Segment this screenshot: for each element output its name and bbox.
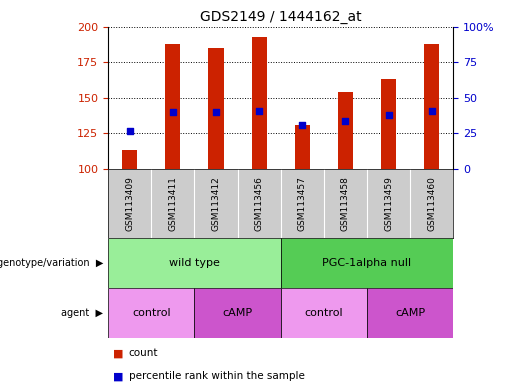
Bar	[108, 238, 281, 288]
Text: GSM113458: GSM113458	[341, 176, 350, 231]
Title: GDS2149 / 1444162_at: GDS2149 / 1444162_at	[200, 10, 362, 25]
Bar	[424, 44, 439, 169]
Text: control: control	[304, 308, 343, 318]
Text: GSM113456: GSM113456	[254, 176, 264, 231]
Text: control: control	[132, 308, 170, 318]
Bar	[108, 288, 194, 338]
Text: count: count	[129, 348, 158, 358]
Bar	[194, 288, 281, 338]
Text: GSM113411: GSM113411	[168, 176, 177, 231]
Bar	[209, 48, 224, 169]
Bar	[338, 92, 353, 169]
Text: percentile rank within the sample: percentile rank within the sample	[129, 371, 305, 381]
Text: wild type: wild type	[169, 258, 220, 268]
Point	[126, 127, 134, 134]
Text: GSM113457: GSM113457	[298, 176, 307, 231]
Text: genotype/variation  ▶: genotype/variation ▶	[0, 258, 103, 268]
Point	[427, 108, 436, 114]
Bar	[122, 151, 138, 169]
Bar	[165, 44, 180, 169]
Bar	[381, 79, 396, 169]
Point	[384, 112, 392, 118]
Bar	[367, 288, 453, 338]
Point	[169, 109, 177, 115]
Text: ■: ■	[113, 371, 124, 381]
Point	[341, 118, 350, 124]
Bar	[295, 125, 310, 169]
Text: GSM113460: GSM113460	[427, 176, 436, 231]
Text: cAMP: cAMP	[222, 308, 252, 318]
Text: PGC-1alpha null: PGC-1alpha null	[322, 258, 411, 268]
Bar	[281, 288, 367, 338]
Point	[298, 122, 306, 128]
Text: GSM113459: GSM113459	[384, 176, 393, 231]
Point	[255, 108, 263, 114]
Text: GSM113412: GSM113412	[212, 176, 220, 231]
Point	[212, 109, 220, 115]
Text: GSM113409: GSM113409	[125, 176, 134, 231]
Text: agent  ▶: agent ▶	[61, 308, 103, 318]
Bar	[251, 37, 267, 169]
Text: cAMP: cAMP	[395, 308, 425, 318]
Bar	[281, 238, 453, 288]
Text: ■: ■	[113, 348, 124, 358]
